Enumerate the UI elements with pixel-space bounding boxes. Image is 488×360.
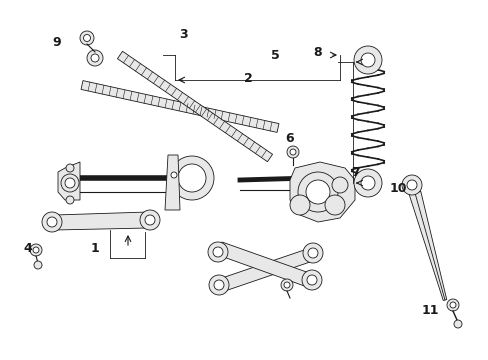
Text: 11: 11 (420, 303, 438, 316)
Circle shape (61, 174, 79, 192)
Circle shape (286, 146, 298, 158)
Polygon shape (117, 51, 272, 162)
Circle shape (302, 270, 321, 290)
Circle shape (170, 156, 214, 200)
Text: 7: 7 (351, 166, 360, 179)
Circle shape (353, 46, 381, 74)
Circle shape (406, 180, 416, 190)
Polygon shape (215, 242, 317, 288)
Circle shape (453, 320, 461, 328)
Text: 9: 9 (53, 36, 61, 49)
Polygon shape (58, 162, 80, 200)
Text: 6: 6 (285, 131, 294, 144)
Circle shape (331, 177, 347, 193)
Circle shape (30, 244, 42, 256)
Circle shape (214, 280, 224, 290)
Circle shape (353, 169, 381, 197)
Circle shape (284, 282, 289, 288)
Polygon shape (408, 192, 446, 301)
Circle shape (34, 261, 42, 269)
Circle shape (289, 195, 309, 215)
Polygon shape (216, 248, 315, 292)
Circle shape (401, 175, 421, 195)
Circle shape (446, 299, 458, 311)
Circle shape (145, 215, 155, 225)
Circle shape (207, 242, 227, 262)
Circle shape (325, 195, 345, 215)
Circle shape (47, 217, 57, 227)
Circle shape (171, 172, 177, 178)
Circle shape (91, 54, 99, 62)
Circle shape (42, 212, 62, 232)
Circle shape (80, 31, 94, 45)
Polygon shape (48, 212, 153, 230)
Circle shape (66, 196, 74, 204)
Circle shape (307, 248, 317, 258)
Circle shape (87, 50, 103, 66)
Circle shape (66, 164, 74, 172)
Circle shape (360, 176, 374, 190)
Circle shape (305, 180, 329, 204)
Circle shape (303, 243, 323, 263)
Circle shape (289, 149, 295, 155)
Polygon shape (81, 81, 278, 132)
Circle shape (306, 275, 316, 285)
Circle shape (208, 275, 228, 295)
Text: 5: 5 (270, 49, 279, 62)
Text: 3: 3 (178, 27, 187, 41)
Circle shape (213, 247, 223, 257)
Circle shape (281, 279, 292, 291)
Text: 4: 4 (23, 242, 32, 255)
Circle shape (449, 302, 455, 308)
Text: 8: 8 (313, 45, 322, 59)
Text: 1: 1 (90, 242, 99, 255)
Circle shape (178, 164, 205, 192)
Circle shape (140, 210, 160, 230)
Text: 2: 2 (243, 72, 252, 85)
Polygon shape (164, 155, 180, 210)
Circle shape (65, 178, 75, 188)
Circle shape (83, 35, 90, 41)
Circle shape (297, 172, 337, 212)
Text: 10: 10 (388, 181, 406, 194)
Circle shape (360, 53, 374, 67)
Polygon shape (289, 162, 354, 222)
Circle shape (33, 247, 39, 253)
